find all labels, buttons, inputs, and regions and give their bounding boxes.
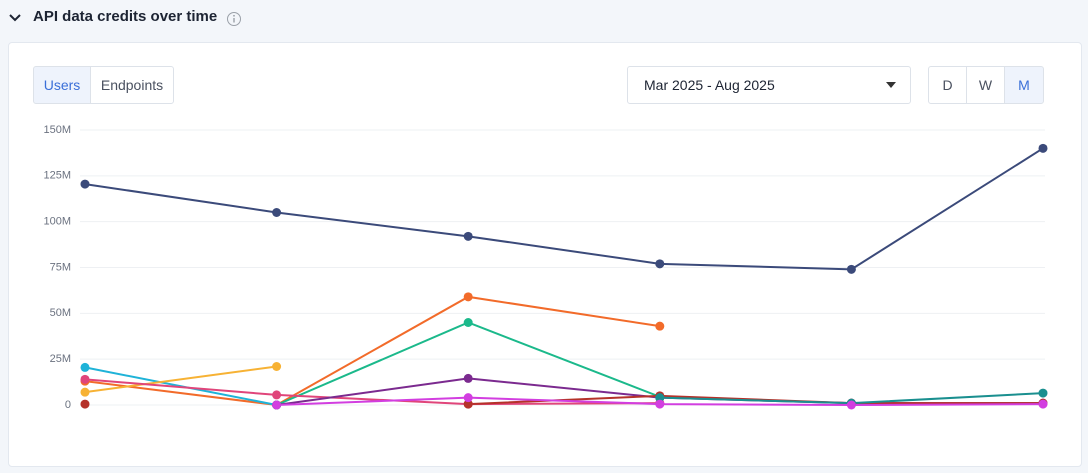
data-point bbox=[80, 374, 90, 384]
data-point bbox=[272, 208, 282, 217]
data-point bbox=[272, 390, 282, 400]
y-tick-label: 25M bbox=[50, 353, 71, 365]
data-point bbox=[463, 231, 473, 241]
series-line bbox=[84, 365, 277, 394]
tab[interactable]: Endpoints bbox=[90, 66, 174, 104]
y-tick-label: 125M bbox=[43, 170, 71, 182]
y-tick-label: 75M bbox=[50, 261, 71, 273]
data-point bbox=[463, 373, 473, 383]
series-line bbox=[84, 378, 660, 406]
data-point bbox=[655, 399, 665, 409]
data-point bbox=[463, 399, 473, 409]
data-point bbox=[80, 399, 90, 409]
data-point bbox=[846, 400, 856, 410]
data-point bbox=[463, 292, 473, 302]
collapse-chevron[interactable] bbox=[8, 12, 22, 24]
y-tick-label: 150M bbox=[43, 124, 71, 136]
series-line bbox=[84, 147, 1044, 271]
granularity-button[interactable]: M bbox=[1004, 66, 1044, 104]
data-point bbox=[80, 387, 90, 397]
data-point bbox=[1038, 399, 1048, 409]
data-point bbox=[655, 259, 665, 269]
y-tick-label: 100M bbox=[43, 216, 71, 228]
granularity-button[interactable]: W bbox=[966, 66, 1005, 104]
data-point bbox=[272, 362, 282, 371]
data-point bbox=[1038, 388, 1048, 398]
tab[interactable]: Users bbox=[33, 66, 91, 104]
data-point bbox=[80, 179, 90, 189]
data-point bbox=[80, 362, 90, 372]
data-point bbox=[655, 393, 665, 403]
date-select[interactable]: Mar 2025 - Aug 2025 bbox=[627, 66, 911, 104]
data-point bbox=[1038, 143, 1048, 153]
caret bbox=[886, 82, 896, 88]
chart-card bbox=[8, 42, 1082, 467]
y-tick-label: 50M bbox=[50, 307, 71, 319]
y-tick-label: 0 bbox=[65, 399, 71, 411]
info-icon[interactable] bbox=[226, 11, 242, 27]
data-point bbox=[272, 400, 282, 410]
data-point bbox=[846, 264, 856, 274]
data-point bbox=[463, 393, 473, 403]
data-point bbox=[463, 318, 473, 327]
date-range: Mar 2025 - Aug 2025 bbox=[644, 77, 775, 93]
section-title: API data credits over time bbox=[33, 8, 218, 25]
data-point bbox=[655, 321, 665, 331]
series-line bbox=[84, 295, 660, 407]
